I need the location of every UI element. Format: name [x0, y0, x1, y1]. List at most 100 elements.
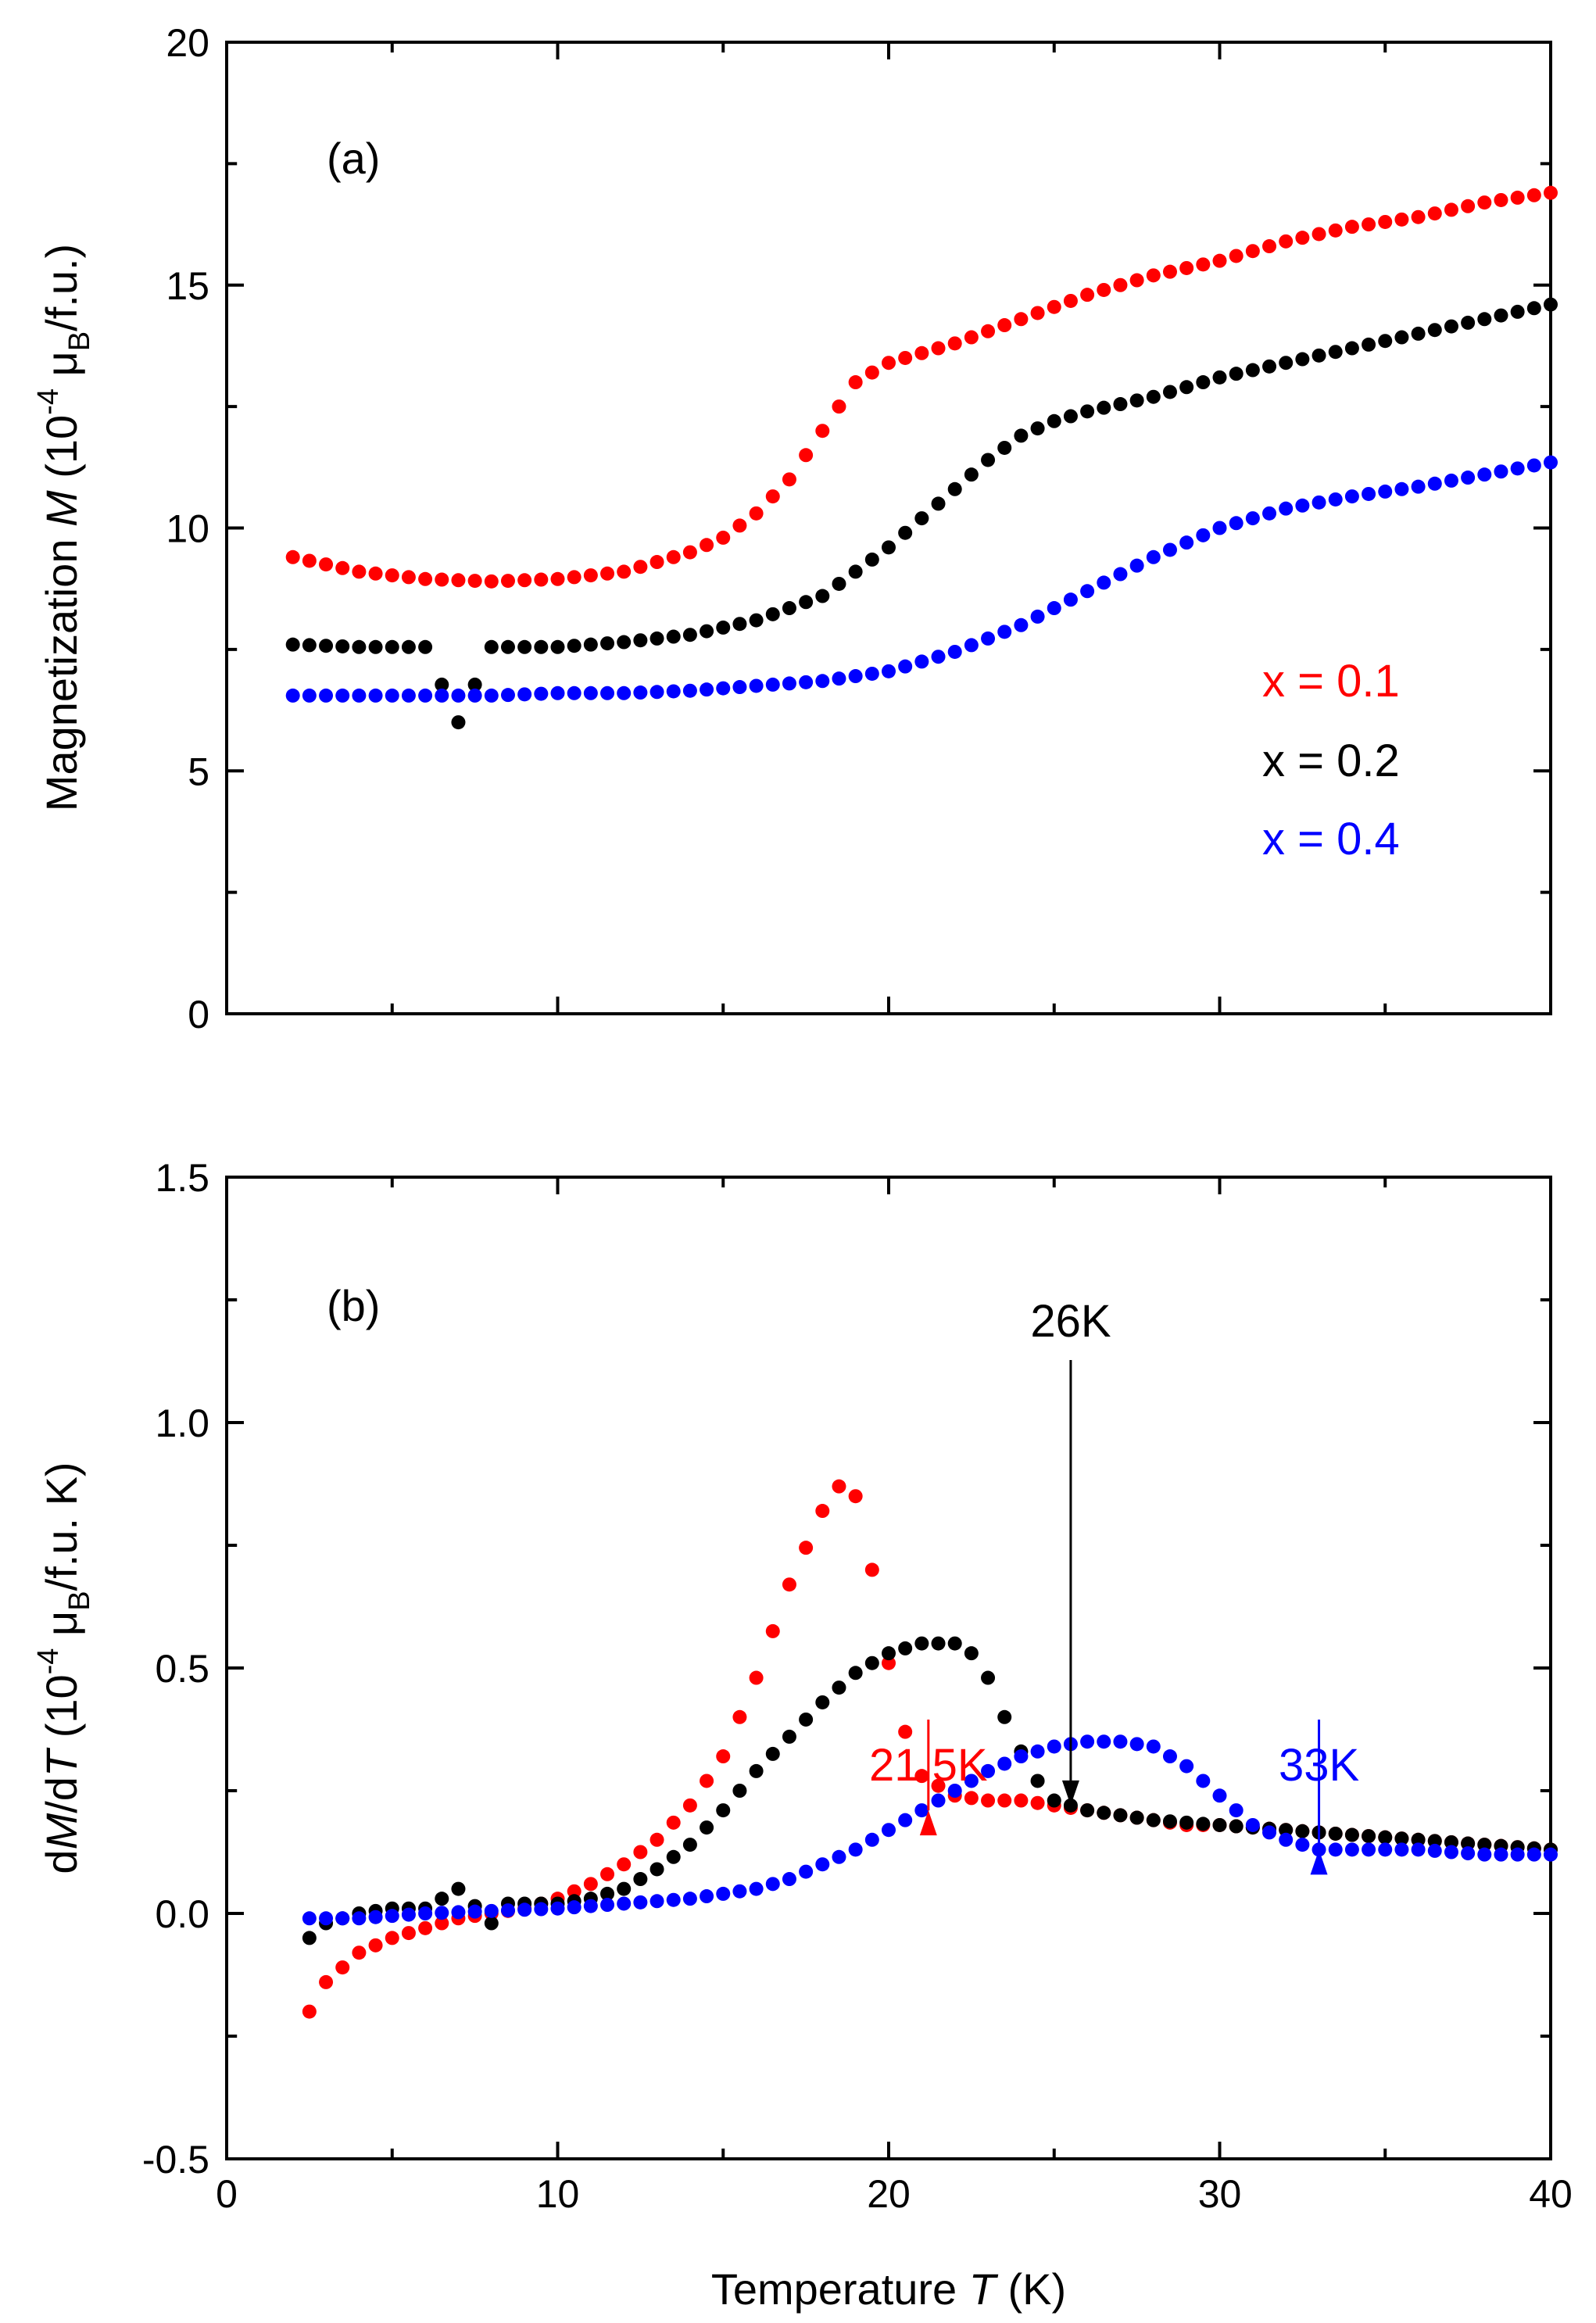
data-point — [1047, 299, 1061, 314]
data-point — [1063, 592, 1078, 607]
data-point — [550, 685, 565, 700]
data-point — [335, 1911, 350, 1926]
data-point — [451, 715, 466, 730]
data-point — [898, 1813, 913, 1827]
data-point — [1328, 345, 1343, 360]
data-point — [666, 549, 681, 564]
data-point — [319, 688, 334, 703]
data-point — [550, 639, 565, 654]
data-point — [1477, 312, 1492, 327]
data-point — [352, 564, 367, 579]
data-point — [302, 2004, 317, 2019]
data-point — [782, 472, 796, 487]
data-point — [1245, 363, 1260, 378]
data-point — [1030, 1795, 1045, 1810]
series-x-0-2 — [285, 297, 1558, 730]
data-point — [1196, 257, 1211, 272]
data-point — [700, 1889, 714, 1904]
data-point — [666, 1849, 681, 1864]
data-point — [1245, 244, 1260, 259]
data-point — [335, 560, 350, 575]
data-point — [1295, 352, 1310, 367]
data-point — [1229, 1819, 1244, 1834]
data-point — [848, 1666, 863, 1681]
series-x-0-1 — [285, 185, 1558, 589]
series-x-0-4 — [285, 455, 1558, 703]
legend-entry-1: x = 0.2 — [1262, 736, 1400, 786]
data-point — [1080, 404, 1095, 419]
data-point — [600, 1898, 615, 1913]
data-point — [799, 1864, 814, 1879]
data-point — [368, 1910, 383, 1924]
data-point — [352, 639, 367, 654]
data-point — [716, 681, 731, 696]
data-point — [1526, 458, 1541, 473]
y-tick-label: 1.5 — [155, 1156, 209, 1200]
data-point — [732, 1784, 747, 1798]
data-point — [1544, 185, 1558, 200]
data-point — [1378, 1842, 1393, 1857]
legend-entry-2: x = 0.4 — [1262, 814, 1400, 864]
data-point — [765, 607, 780, 621]
data-point — [682, 1798, 697, 1813]
data-point — [1494, 1847, 1508, 1862]
data-point — [633, 560, 648, 574]
data-point — [1444, 1845, 1458, 1859]
data-point — [1196, 1774, 1211, 1788]
data-point — [732, 1884, 747, 1899]
data-point — [319, 639, 334, 653]
data-point — [617, 564, 632, 579]
data-point — [484, 574, 499, 589]
data-point — [319, 1974, 334, 1989]
data-point — [716, 1803, 731, 1818]
data-point — [732, 518, 747, 533]
data-point — [931, 341, 946, 356]
data-point — [782, 676, 796, 691]
data-point — [1262, 239, 1277, 254]
data-point — [467, 688, 482, 703]
data-point — [1030, 306, 1045, 320]
data-point — [815, 1857, 830, 1872]
data-point — [848, 1842, 863, 1857]
data-point — [1328, 492, 1343, 506]
data-point — [981, 631, 996, 646]
data-point — [1229, 1803, 1244, 1818]
data-point — [467, 677, 482, 692]
data-point — [1394, 481, 1409, 496]
data-point — [964, 1646, 979, 1661]
data-point — [385, 1931, 399, 1945]
data-point — [981, 1670, 996, 1685]
data-point — [617, 635, 632, 650]
data-point — [1328, 1826, 1343, 1841]
data-point — [1080, 1734, 1095, 1749]
data-point — [782, 1872, 796, 1887]
data-point — [848, 1489, 863, 1504]
data-point — [682, 1838, 697, 1852]
data-point — [832, 576, 846, 591]
data-point — [981, 1793, 996, 1808]
data-point — [765, 1877, 780, 1892]
data-point — [799, 595, 814, 610]
data-point — [749, 1881, 764, 1896]
data-point — [1279, 1832, 1294, 1847]
data-point — [633, 1872, 648, 1887]
data-point — [649, 1862, 664, 1877]
data-point — [1146, 389, 1161, 404]
data-point — [435, 677, 449, 692]
data-point — [1477, 1847, 1492, 1862]
data-point — [1344, 489, 1359, 504]
data-point — [1328, 1842, 1343, 1857]
data-point — [1477, 467, 1492, 482]
data-point — [401, 639, 416, 654]
data-point — [1394, 1842, 1409, 1857]
data-point — [1427, 1843, 1442, 1858]
data-point — [335, 639, 350, 653]
data-point — [401, 688, 416, 703]
data-point — [898, 1724, 913, 1739]
data-point — [1295, 1824, 1310, 1838]
data-point — [583, 1877, 598, 1892]
data-point — [947, 1784, 962, 1798]
data-point — [1362, 1829, 1376, 1844]
data-point — [649, 685, 664, 700]
data-point — [782, 601, 796, 616]
